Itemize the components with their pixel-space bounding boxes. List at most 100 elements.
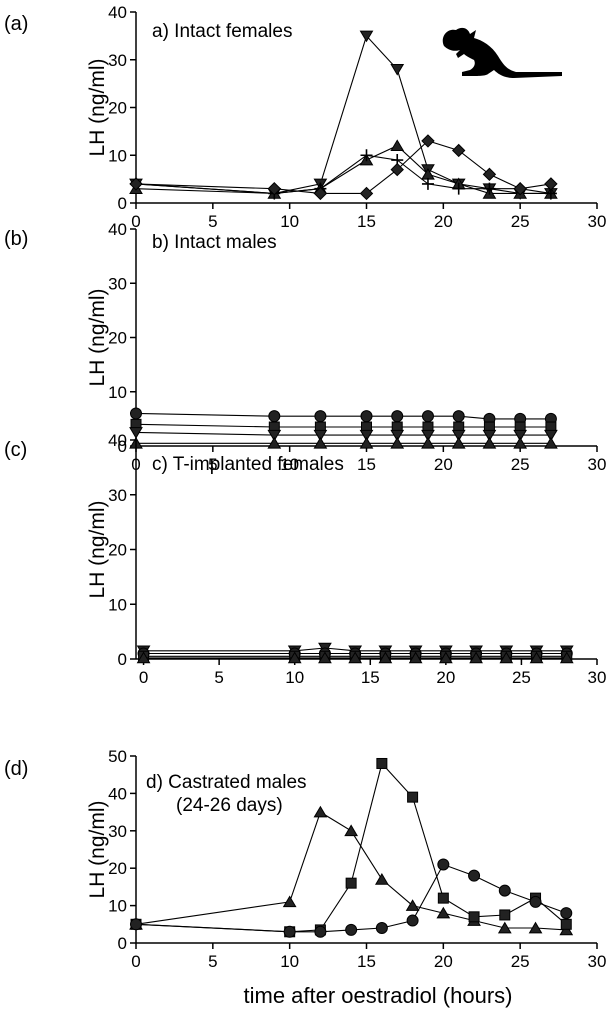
series-line — [135, 863, 567, 933]
data-point — [451, 143, 466, 158]
y-tick-label: 10 — [108, 383, 127, 402]
data-point — [129, 427, 143, 439]
data-point — [130, 918, 142, 931]
data-point — [560, 918, 572, 930]
data-point — [359, 30, 374, 43]
panel-letter: (d) — [4, 758, 28, 780]
y-axis-label: LH (ng/ml) — [86, 288, 109, 386]
data-point — [451, 429, 466, 442]
data-point — [391, 410, 404, 423]
x-tick-label: 25 — [512, 668, 531, 687]
series-triangle-down — [129, 427, 558, 442]
x-tick-label: 30 — [588, 668, 607, 687]
data-point — [407, 791, 419, 803]
series-line — [135, 140, 551, 194]
x-tick-label: 10 — [280, 952, 299, 971]
data-point — [390, 139, 405, 151]
series-triangle-up — [129, 805, 574, 936]
data-point — [390, 436, 405, 449]
data-point — [513, 181, 527, 196]
data-point — [314, 925, 327, 938]
y-tick-label: 40 — [108, 3, 127, 22]
data-point — [499, 651, 514, 664]
x-tick-label: 0 — [139, 668, 148, 687]
y-axis-label: LH (ng/ml) — [86, 800, 109, 898]
series-triangle-up — [136, 651, 574, 664]
series-line — [135, 412, 551, 420]
kangaroo-silhouette-icon — [442, 27, 562, 79]
chart-panel-4: 0 10 20 30 40 50 0 5 10 15 20 25 30 (d) LH (ng/ml) d) C… — [4, 747, 606, 971]
x-tick-label: 30 — [588, 952, 607, 971]
data-point — [544, 436, 558, 449]
data-point — [287, 651, 302, 664]
data-point — [283, 925, 296, 938]
data-point — [513, 436, 528, 449]
data-point — [268, 410, 281, 423]
data-point — [359, 186, 374, 201]
data-point — [374, 873, 389, 885]
data-point — [469, 651, 483, 664]
data-point — [314, 410, 327, 423]
x-tick-label: 15 — [357, 455, 376, 474]
y-tick-label: 40 — [108, 220, 127, 239]
panel-letter: (a) — [4, 13, 28, 35]
data-point — [313, 805, 328, 818]
x-tick-label: 0 — [131, 212, 140, 231]
data-point — [344, 824, 359, 837]
data-point — [482, 436, 497, 449]
y-tick-label: 40 — [108, 784, 127, 803]
series-diamond — [129, 134, 558, 201]
data-point — [129, 177, 143, 191]
data-point — [345, 877, 357, 889]
data-point — [438, 651, 453, 664]
data-point — [360, 410, 373, 423]
data-point — [348, 651, 363, 664]
data-point — [529, 895, 542, 908]
x-tick-label: 5 — [214, 668, 223, 687]
data-point — [452, 182, 465, 195]
x-tick-label: 30 — [588, 212, 607, 231]
data-point — [560, 907, 573, 920]
data-point — [528, 921, 543, 934]
y-tick-label: 20 — [108, 329, 127, 348]
data-point — [559, 651, 574, 664]
x-tick-label: 10 — [280, 455, 299, 474]
y-tick-label: 30 — [108, 274, 127, 293]
y-tick-label: 30 — [108, 822, 127, 841]
data-point — [498, 884, 511, 897]
x-tick-label: 10 — [285, 668, 304, 687]
series-circle — [130, 858, 573, 938]
data-point — [437, 858, 450, 871]
data-point — [267, 181, 282, 196]
data-point — [529, 651, 544, 664]
data-point — [513, 429, 528, 442]
y-axis-label: LH (ng/ml) — [86, 58, 109, 156]
x-tick-label: 5 — [208, 952, 217, 971]
data-point — [482, 167, 497, 182]
x-tick-label: 25 — [511, 952, 530, 971]
x-tick-label: 20 — [434, 455, 453, 474]
x-tick-label: 15 — [361, 668, 380, 687]
x-tick-label: 25 — [511, 212, 530, 231]
x-tick-label: 20 — [434, 952, 453, 971]
panel-subtitle: (24-26 days) — [176, 795, 283, 816]
y-tick-label: 50 — [108, 747, 127, 766]
kangaroo-silhouette-shape — [442, 27, 562, 79]
data-point — [452, 410, 465, 423]
data-point — [282, 895, 297, 908]
y-tick-label: 30 — [108, 486, 127, 505]
data-point — [130, 407, 142, 420]
x-tick-label: 5 — [208, 212, 217, 231]
y-tick-label: 10 — [108, 897, 127, 916]
series-line — [135, 34, 551, 194]
data-point — [313, 436, 328, 449]
y-tick-label: 30 — [108, 51, 127, 70]
data-point — [375, 922, 388, 935]
y-tick-label: 20 — [108, 99, 127, 118]
y-tick-label: 0 — [118, 437, 127, 456]
data-point — [390, 162, 404, 177]
y-tick-label: 0 — [118, 650, 127, 669]
data-point — [544, 429, 558, 442]
data-point — [267, 436, 282, 449]
